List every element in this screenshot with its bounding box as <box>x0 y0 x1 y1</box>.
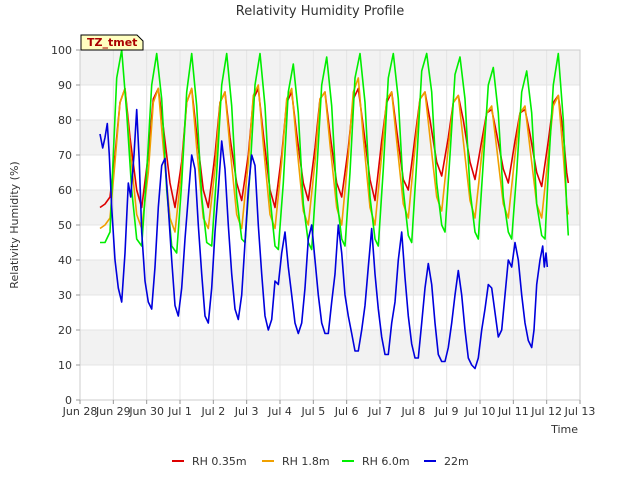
x-tick-label: Jun 30 <box>128 405 164 418</box>
chart-title: Relativity Humidity Profile <box>236 4 404 19</box>
x-tick-label: Jun 29 <box>95 405 131 418</box>
x-tick-label: Jul 6 <box>334 405 359 418</box>
y-tick-label: 40 <box>58 254 72 267</box>
x-tick-label: Jun 28 <box>62 405 98 418</box>
y-tick-label: 20 <box>58 324 72 337</box>
x-tick-label: Jul 2 <box>200 405 225 418</box>
x-tick-label: Jul 5 <box>300 405 325 418</box>
series-lines <box>99 49 570 370</box>
plot-band <box>80 225 580 260</box>
site-badge: TZ_tmet <box>80 34 144 51</box>
site-badge-box <box>80 34 144 51</box>
y-tick-label: 100 <box>51 44 72 57</box>
legend-label: 22m <box>444 455 469 468</box>
x-tick-label: Jul 12 <box>530 405 562 418</box>
x-tick-label: Jul 7 <box>367 405 392 418</box>
y-axis: 0 10 20 30 40 50 60 70 80 90 100 <box>51 44 80 407</box>
x-tick-label: Jul 13 <box>564 405 596 418</box>
y-tick-label: 0 <box>65 394 72 407</box>
series-line <box>100 49 570 254</box>
y-tick-label: 90 <box>58 79 72 92</box>
legend-label: RH 1.8m <box>282 455 330 468</box>
plot-band <box>80 190 580 225</box>
y-tick-label: 30 <box>58 289 72 302</box>
plot-band <box>80 365 580 400</box>
y-tick-label: 80 <box>58 114 72 127</box>
x-tick-label: Jul 8 <box>400 405 425 418</box>
legend: RH 0.35m RH 1.8m RH 6.0m 22m <box>172 455 469 468</box>
series-line <box>99 108 549 370</box>
x-tick-label: Jul 3 <box>234 405 259 418</box>
site-badge-label: TZ_tmet <box>87 36 137 49</box>
y-axis-label: Relativity Humidity (%) <box>8 161 21 288</box>
legend-label: RH 6.0m <box>362 455 410 468</box>
x-tick-label: Jul 1 <box>167 405 192 418</box>
x-tick-label: Jul 9 <box>434 405 459 418</box>
x-tick-label: Jul 10 <box>464 405 496 418</box>
plot-band <box>80 260 580 295</box>
x-tick-label: Jul 4 <box>267 405 292 418</box>
y-tick-label: 70 <box>58 149 72 162</box>
legend-label: RH 0.35m <box>192 455 247 468</box>
x-axis-label: Time <box>550 423 578 436</box>
y-tick-label: 60 <box>58 184 72 197</box>
series-line <box>99 77 570 233</box>
y-tick-label: 50 <box>58 219 72 232</box>
plot-band <box>80 50 580 85</box>
x-tick-label: Jul 11 <box>497 405 529 418</box>
plot-band <box>80 330 580 365</box>
y-tick-label: 10 <box>58 359 72 372</box>
